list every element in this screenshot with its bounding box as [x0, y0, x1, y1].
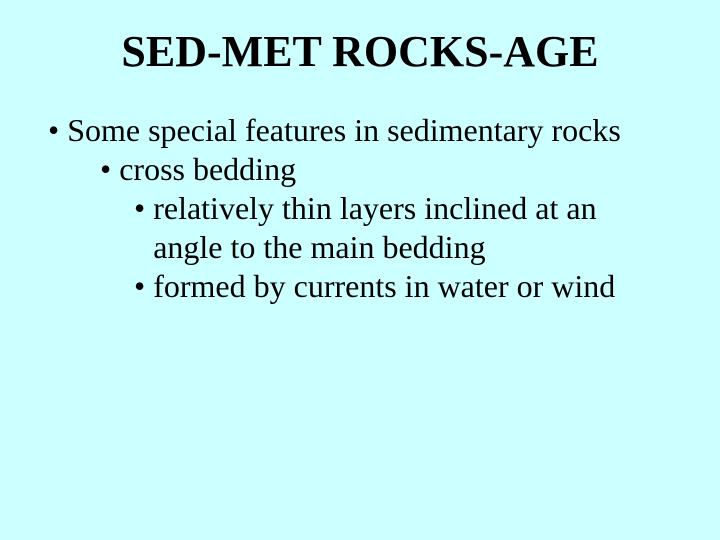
bullet-text: formed by currents in water or wind: [153, 267, 672, 306]
bullet-text: cross bedding: [119, 150, 672, 189]
bullet-marker: •: [134, 189, 153, 267]
bullet-text: relatively thin layers inclined at an an…: [153, 189, 672, 267]
bullet-level2: • cross bedding: [100, 150, 672, 189]
slide-title: SED-MET ROCKS-AGE: [48, 26, 672, 77]
bullet-marker: •: [100, 150, 119, 189]
bullet-text: Some special features in sedimentary roc…: [67, 111, 672, 150]
bullet-level1: • Some special features in sedimentary r…: [48, 111, 672, 150]
bullet-marker: •: [134, 267, 153, 306]
bullet-marker: •: [48, 111, 67, 150]
slide-container: SED-MET ROCKS-AGE • Some special feature…: [0, 0, 720, 540]
bullet-level3: • relatively thin layers inclined at an …: [134, 189, 672, 267]
bullet-level3: • formed by currents in water or wind: [134, 267, 672, 306]
